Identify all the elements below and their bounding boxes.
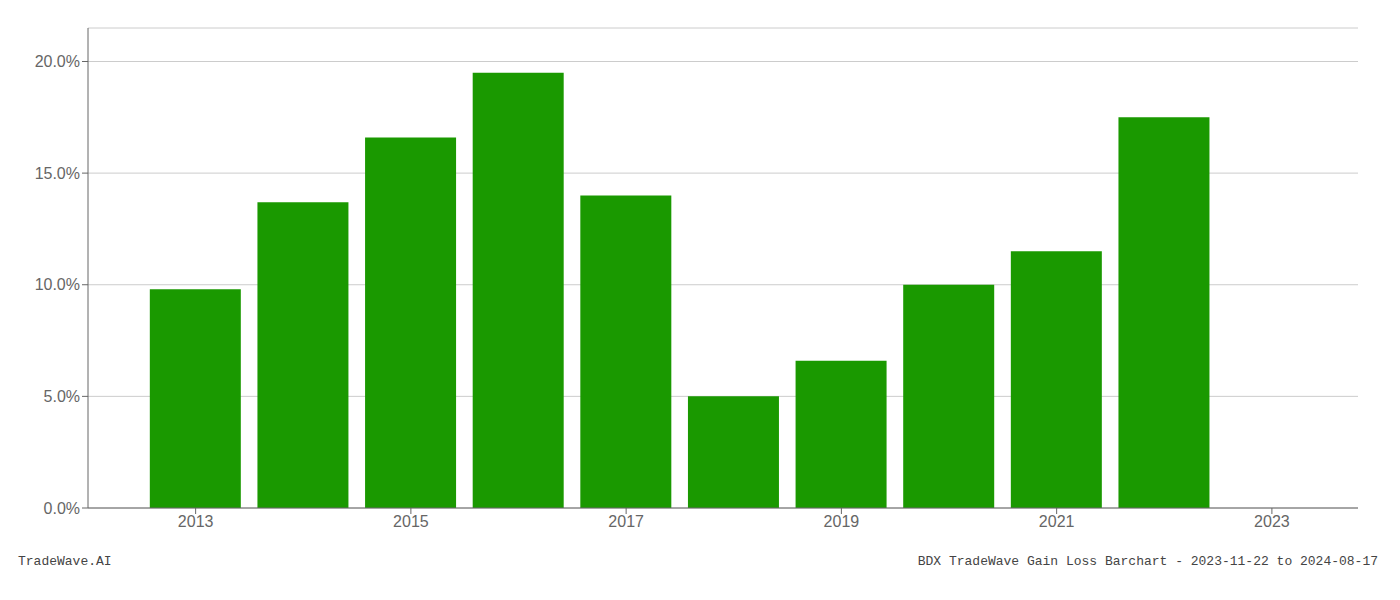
svg-text:20.0%: 20.0% (35, 53, 80, 70)
html-text:TradeWave.AI: TradeWave.AI (18, 554, 112, 569)
svg-text:2013: 2013 (178, 513, 214, 530)
svg-text:2017: 2017 (608, 513, 644, 530)
svg-text:10.0%: 10.0% (35, 276, 80, 293)
svg-text:5.0%: 5.0% (44, 388, 80, 405)
svg-text:2015: 2015 (393, 513, 429, 530)
svg-text:2021: 2021 (1039, 513, 1075, 530)
html-text:BDX TradeWave Gain Loss Barcha: BDX TradeWave Gain Loss Barchart - 2023-… (917, 554, 1378, 569)
svg-text:15.0%: 15.0% (35, 165, 80, 182)
svg-text:2019: 2019 (824, 513, 860, 530)
svg-text:0.0%: 0.0% (44, 500, 80, 517)
svg-text:2023: 2023 (1254, 513, 1290, 530)
